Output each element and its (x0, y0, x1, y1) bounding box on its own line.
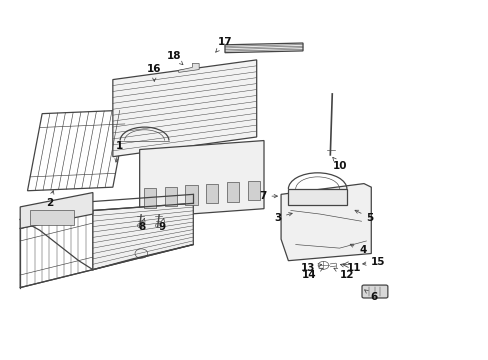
Text: 13: 13 (300, 263, 321, 273)
Text: 2: 2 (46, 191, 54, 208)
Text: 17: 17 (215, 37, 232, 52)
Text: 10: 10 (332, 157, 346, 171)
Bar (288, 189, 346, 205)
Text: 18: 18 (166, 51, 183, 65)
Bar (164, 187, 177, 206)
Text: 1: 1 (115, 141, 122, 162)
Polygon shape (27, 110, 127, 191)
Bar (185, 185, 197, 205)
Bar (143, 188, 156, 208)
Polygon shape (20, 211, 93, 288)
Text: 8: 8 (138, 219, 145, 231)
Text: 7: 7 (259, 191, 277, 201)
Text: 4: 4 (349, 244, 366, 255)
Text: 11: 11 (340, 263, 361, 273)
Polygon shape (178, 63, 199, 72)
Bar (247, 181, 259, 201)
Text: 5: 5 (354, 210, 373, 222)
Text: 9: 9 (158, 219, 165, 231)
Bar (205, 184, 218, 203)
Text: 15: 15 (362, 257, 385, 267)
Text: 3: 3 (273, 213, 292, 222)
FancyBboxPatch shape (361, 285, 387, 298)
Text: 12: 12 (333, 268, 353, 280)
Polygon shape (281, 184, 370, 261)
Polygon shape (140, 140, 264, 218)
Polygon shape (20, 193, 93, 228)
Text: 14: 14 (302, 268, 322, 280)
Polygon shape (113, 60, 256, 157)
Polygon shape (224, 43, 303, 53)
Bar (226, 182, 239, 202)
Text: 6: 6 (364, 290, 377, 302)
Text: 16: 16 (147, 64, 161, 81)
Bar (30, 211, 74, 225)
Polygon shape (93, 203, 193, 270)
